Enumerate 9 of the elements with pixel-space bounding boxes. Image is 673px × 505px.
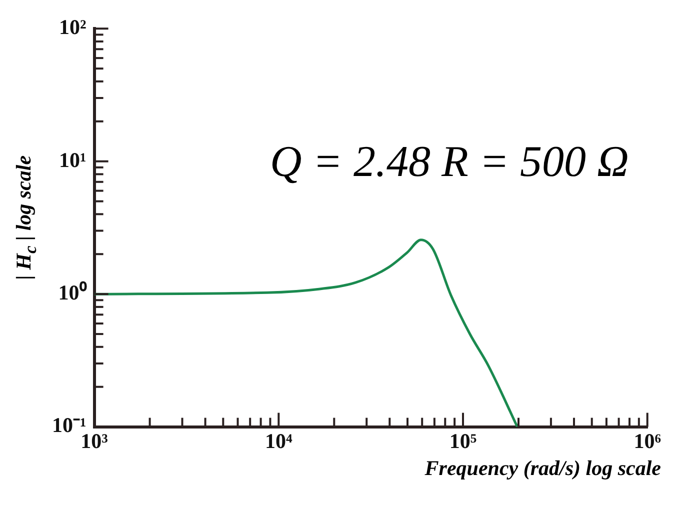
x-tick-label: 10⁴ [265, 428, 293, 453]
x-axis-title: Frequency (rad/s) log scale [424, 456, 661, 481]
y-tick-label: 10² [59, 15, 86, 40]
y-tick-label: 10¹ [59, 148, 86, 172]
x-tick-label: 10⁶ [634, 428, 661, 453]
x-tick-label: 10⁵ [449, 428, 477, 453]
x-tick-label: 10³ [80, 428, 108, 453]
annotation: Q = 2.48 R = 500 Ω [270, 136, 629, 187]
y-tick-label: 10⁰ [58, 280, 88, 304]
